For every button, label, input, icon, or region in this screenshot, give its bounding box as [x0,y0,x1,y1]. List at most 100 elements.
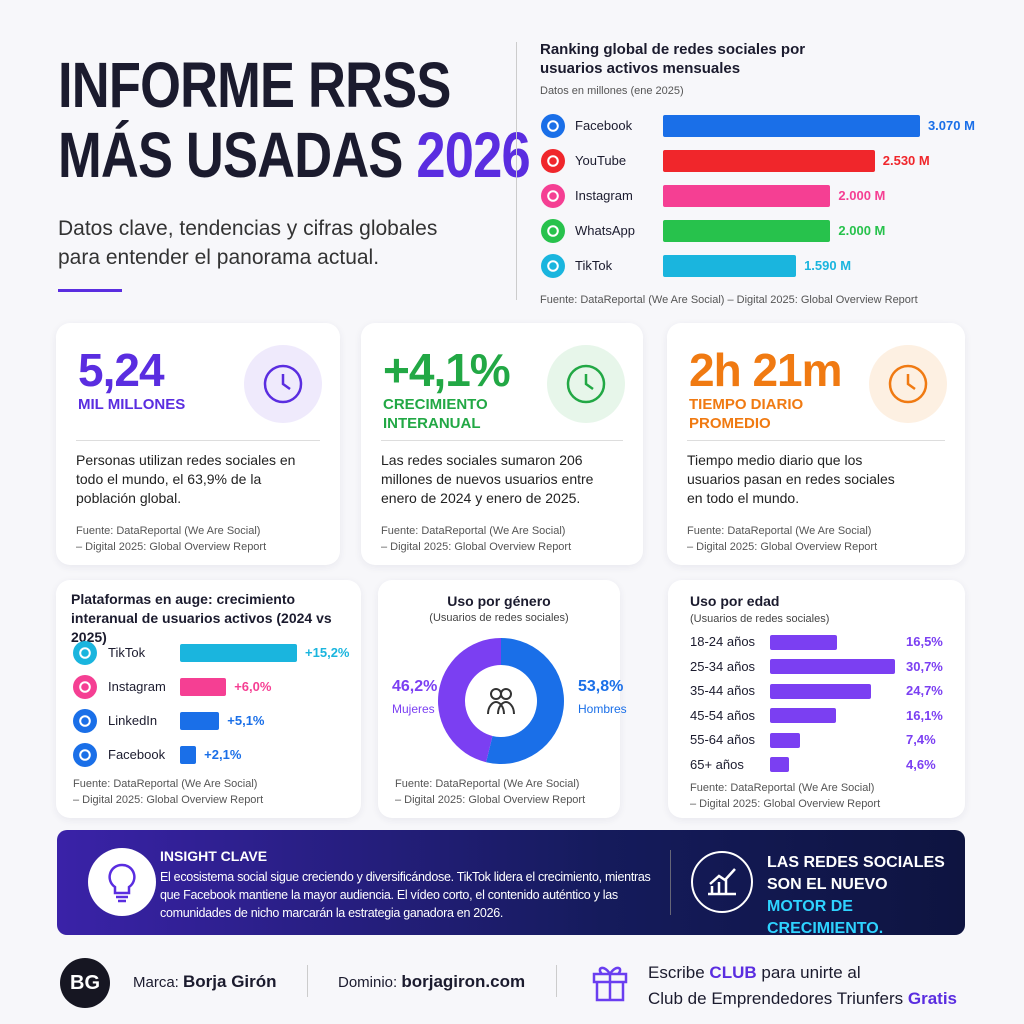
stat-label: CRECIMIENTO INTERANUAL [383,396,488,432]
stat-text: Las redes sociales sumaron 206 millones … [381,452,594,506]
bar [663,255,797,277]
stat-value: 2h 21m [689,344,843,396]
category-label: LinkedIn [108,713,158,728]
chart-title: Plataformas en auge: crecimiento interan… [71,591,332,645]
insight-title: INSIGHT CLAVE [160,848,268,864]
icon-glyph [547,225,559,237]
stat-value: 5,24 [78,344,165,396]
stat-card: 5,24 MIL MILLONES Personas utilizan redes … [56,323,340,565]
bar [770,659,895,674]
category-label: 18-24 años [690,634,756,649]
value-label: 4,6% [906,756,936,772]
title-text: MÁS USADAS [58,119,403,191]
insight-banner: INSIGHT CLAVE El ecosistema social sigue… [57,830,965,937]
chart-source: Fuente: DataReportal (We Are Social) – D… [73,778,264,806]
bar [663,185,831,207]
stat-source: Fuente: DataReportal (We Are Social) – D… [76,525,267,553]
icon-circle [541,114,565,138]
title-highlight: 2026 [416,119,530,191]
brand: Marca: Borja Girón [133,972,277,992]
bar [180,712,220,730]
icon-glyph [888,364,928,404]
bar [180,644,298,662]
icon-glyph [547,155,559,167]
value-label: 24,7% [906,683,943,698]
logo: BG [60,958,110,1008]
value-label: 30,7% [906,658,943,674]
users-glyph [500,688,512,700]
platform-icon [73,709,97,733]
chart-subtitle: Datos en millones (ene 2025) [540,85,684,97]
value-label: +5,1% [227,713,265,728]
divider [307,965,308,997]
platform-icon [541,254,565,278]
donut-slice [437,638,501,763]
legend-label: Mujeres [392,702,435,716]
value-label: 2.000 M [838,188,886,203]
icon-circle [73,743,97,767]
stat-source: Fuente: DataReportal (We Are Social) – D… [687,525,878,553]
cta-line: Club de Emprendedores Triunfers Gratis [648,986,957,1012]
icon-glyph [79,715,91,727]
value-label: 7,4% [906,732,936,747]
icon-glyph [547,190,559,202]
stat-text: Tiempo medio diario que los usuarios pas… [687,452,895,506]
brand-label: Marca: [133,974,179,991]
stat-icon [547,345,625,423]
icon-glyph [79,749,91,761]
cta-text: Escribe [648,963,705,982]
category-label: 25-34 años [690,658,756,674]
gender-chart: Uso por género (Usuarios de redes sociale… [378,580,627,818]
stat-icon [869,345,947,423]
domain: Dominio: borjagiron.com [338,972,525,992]
category-label: 45-54 años [690,707,756,723]
chart-source: Fuente: DataReportal (We Are Social) – D… [395,778,586,806]
main-title: INFORME RRSS MÁS USADAS 2026 [58,49,531,191]
stat-value: +4,1% [383,344,511,396]
stat-card: +4,1% CRECIMIENTO INTERANUAL Las redes soc… [361,323,643,565]
category-label: WhatsApp [575,223,635,238]
cta-text: Club de Emprendedores Triunfers [648,989,904,1008]
domain-label: Dominio: [338,974,398,991]
platform-icon [541,114,565,138]
value-label: 2.000 M [838,223,886,238]
category-label: Facebook [575,118,633,133]
value-label: 2.530 M [882,153,930,168]
bar [663,115,920,137]
stat-label: TIEMPO DIARIO PROMEDIO [689,396,804,432]
chart-subtitle: (Usuarios de redes sociales) [690,613,830,625]
icon-glyph [566,364,606,404]
value-label: 3.070 M [927,118,975,133]
legend-label: Hombres [578,702,627,716]
category-label: YouTube [575,153,627,168]
value-label: +15,2% [305,645,350,660]
category-label: Facebook [108,747,166,762]
growth-icon [691,851,753,913]
platform-icon [73,675,97,699]
value-label: +2,1% [204,747,242,762]
title-line: INFORME RRSS [58,49,451,121]
icon-glyph [79,647,91,659]
stat-card: 2h 21m TIEMPO DIARIO PROMEDIO Tiempo medio… [667,323,965,565]
users-glyph [487,700,515,715]
claim-highlight: MOTOR [767,898,827,915]
divider [76,440,320,441]
platform-icon [73,743,97,767]
value-label: 16,1% [906,707,943,723]
growth-chart: Plataformas en auge: crecimiento interan… [56,580,361,818]
domain-name[interactable]: borjagiron.com [401,972,526,991]
chart-title: Uso por edad [690,593,780,609]
cta-line: Escribe CLUB para unirte al [648,960,957,986]
chart-source: Fuente: DataReportal (We Are Social) – D… [690,782,881,810]
subtitle: Datos clave, tendencias y cifras globale… [58,217,438,269]
bar [770,732,801,748]
platform-icon [541,184,565,208]
brand-name: Borja Girón [183,972,277,991]
bar [180,678,227,696]
bar [663,220,831,242]
stat-label: MIL MILLONES [78,396,186,413]
platform-icon [73,641,97,665]
icon-circle [73,675,97,699]
icon-circle [541,254,565,278]
